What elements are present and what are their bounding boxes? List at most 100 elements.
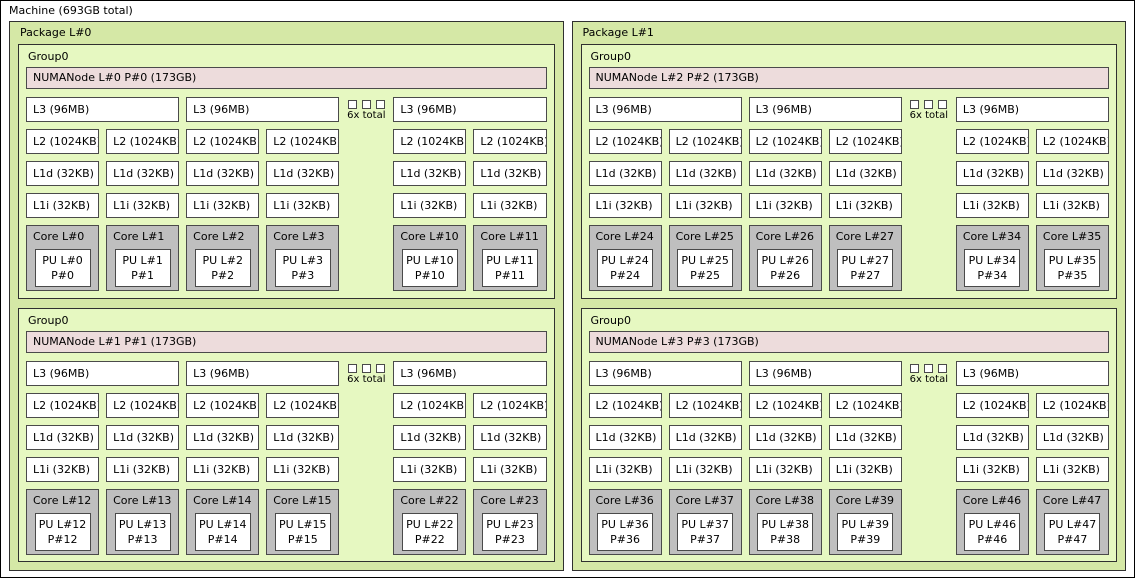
core-label: Core L#14 [193,493,252,507]
l1d-cache: L1d (32KB) [1035,424,1109,450]
ellipsis-label: 6x total [909,110,948,121]
core-label: Core L#24 [595,230,654,243]
ellipsis-cell: 6x total [909,361,949,386]
core-label: Core L#25 [675,230,734,243]
pu-p-label: P#26 [770,269,801,282]
core-label: Core L#11 [480,230,539,243]
l1d-cache: L1d (32KB) [748,161,822,186]
l2-cache: L2 (1024KB) [266,129,340,154]
core-label: Core L#23 [480,493,539,507]
l1d-cache: L1d (32KB) [955,424,1029,450]
package-groups: Group0 NUMANode L#2 P#2 (173GB) L3 (96MB… [580,44,1117,562]
package-label: Package L#0 [20,26,92,39]
l2-cache: L2 (1024KB) [828,129,902,154]
core: Core L#2 PU L#2 P#2 [186,225,260,291]
l1i-cache: L1i (32KB) [748,456,822,482]
pu: PU L#0 P#0 [34,249,91,287]
l1i-cache: L1i (32KB) [668,193,742,218]
l1d-cache: L1d (32KB) [266,161,340,186]
l1i-cache: L1i (32KB) [186,193,260,218]
l1i-row: L1i (32KB) L1i (32KB) L1i (32KB) L1i (32… [26,193,547,218]
pu-label: PU L#25 [681,254,729,267]
pu-label: PU L#24 [601,254,649,267]
pu: PU L#1 P#1 [114,249,171,287]
pu-label: PU L#46 [968,517,1017,531]
l1d-cache: L1d (32KB) [473,161,547,186]
l1i-cache: L1i (32KB) [26,193,100,218]
l1d-cache: L1d (32KB) [748,424,822,450]
package-label: Package L#1 [582,26,654,39]
pu: PU L#27 P#27 [837,249,894,287]
pu-label: PU L#38 [761,517,809,531]
l1i-cache: L1i (32KB) [588,456,662,482]
numa-node: NUMANode L#1 P#1 (173GB) [26,330,547,353]
core: Core L#27 PU L#27 P#27 [828,225,902,291]
pu-label: PU L#47 [1048,517,1097,531]
pu-label: PU L#1 [122,254,163,267]
pu: PU L#11 P#11 [481,249,538,287]
group: Group0 NUMANode L#1 P#1 (173GB) L3 (96MB… [18,307,555,562]
pu-label: PU L#37 [681,517,729,531]
group: Group0 NUMANode L#2 P#2 (173GB) L3 (96MB… [580,44,1117,299]
pu: PU L#25 P#25 [677,249,734,287]
pu-p-label: P#1 [131,269,155,282]
pu: PU L#13 P#13 [114,512,171,551]
l2-cache: L2 (1024KB) [1035,129,1109,154]
pu-label: PU L#2 [202,254,243,267]
l1d-cache: L1d (32KB) [26,424,100,450]
pu-p-label: P#14 [207,532,238,546]
l1d-cache: L1d (32KB) [186,161,260,186]
pu: PU L#14 P#14 [194,512,251,551]
l2-cache: L2 (1024KB) [186,392,260,418]
group: Group0 NUMANode L#3 P#3 (173GB) L3 (96MB… [580,307,1117,562]
pu-p-label: P#10 [414,269,445,282]
l2-cache: L2 (1024KB) [393,392,467,418]
l1d-cache: L1d (32KB) [393,161,467,186]
l1d-cache: L1d (32KB) [26,161,100,186]
l3-cache: L3 (96MB) [186,97,340,122]
l1i-cache: L1i (32KB) [186,456,260,482]
l1i-cache: L1i (32KB) [393,456,467,482]
ellipsis-label: 6x total [347,373,386,385]
pu-label: PU L#34 [968,254,1017,267]
core-label: Core L#47 [1042,493,1102,507]
pu: PU L#12 P#12 [34,512,91,551]
l3-cache: L3 (96MB) [186,360,340,386]
pu-p-label: P#27 [850,269,881,282]
l2-cache: L2 (1024KB) [1035,392,1109,418]
group: Group0 NUMANode L#0 P#0 (173GB) L3 (96MB… [18,44,555,299]
l1d-cache: L1d (32KB) [106,424,180,450]
l1i-cache: L1i (32KB) [955,456,1029,482]
ellipsis-cell: 6x total [346,361,386,386]
ellipsis-square [910,363,920,373]
l2-row: L2 (1024KB) L2 (1024KB) L2 (1024KB) L2 (… [26,129,547,154]
l1d-cache: L1d (32KB) [266,424,340,450]
core: Core L#36 PU L#36 P#36 [588,488,662,555]
l3-cache: L3 (96MB) [26,360,180,386]
core: Core L#47 PU L#47 P#47 [1035,488,1109,555]
ellipsis-square [347,100,357,109]
pu-label: PU L#0 [42,254,83,267]
core: Core L#23 PU L#23 P#23 [473,488,547,555]
l2-row: L2 (1024KB) L2 (1024KB) L2 (1024KB) L2 (… [26,392,547,418]
pu-p-label: P#39 [850,532,881,546]
ellipsis-cell: 6x total [346,97,386,122]
l2-cache: L2 (1024KB) [828,392,902,418]
pu-p-label: P#11 [495,269,525,282]
core: Core L#34 PU L#34 P#34 [955,225,1029,291]
core-label: Core L#38 [755,493,814,507]
ellipsis-label: 6x total [909,373,948,385]
l1d-cache: L1d (32KB) [106,161,180,186]
pu-label: PU L#11 [486,254,534,267]
pu: PU L#2 P#2 [194,249,251,287]
core: Core L#15 PU L#15 P#15 [266,488,340,555]
l2-cache: L2 (1024KB) [186,129,260,154]
l1i-cache: L1i (32KB) [828,193,902,218]
pu-label: PU L#27 [841,254,890,267]
core-label: Core L#46 [962,493,1022,507]
core-row: Core L#36 PU L#36 P#36 Core L#37 PU L#37… [588,488,1109,555]
pu-label: PU L#10 [406,254,454,267]
l2-cache: L2 (1024KB) [955,392,1029,418]
ellipsis-square [938,363,948,373]
l3-cache: L3 (96MB) [748,97,902,122]
